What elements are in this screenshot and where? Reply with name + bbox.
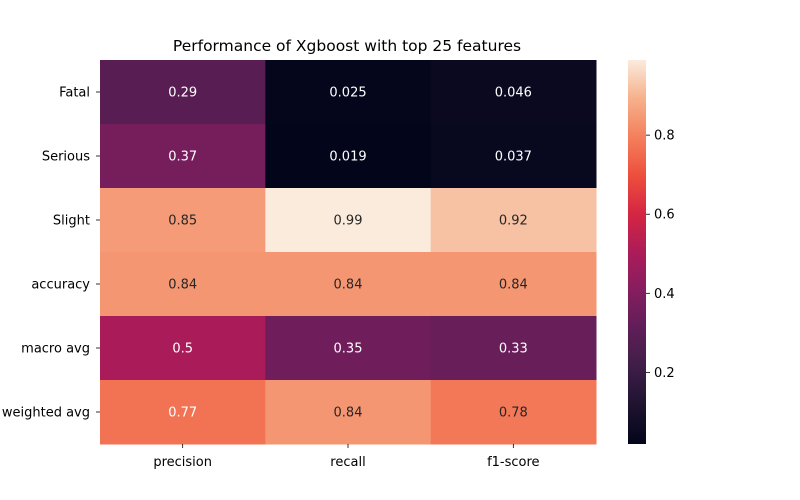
heatmap-cell: [265, 124, 432, 189]
heatmap-cell: [430, 380, 597, 445]
heatmap-cell: [100, 316, 266, 381]
heatmap-cell: [430, 252, 597, 317]
heatmap-cell: [430, 316, 597, 381]
chart-title: Performance of Xgboost with top 25 featu…: [173, 37, 521, 55]
column-label: f1-score: [487, 455, 539, 470]
cell-value-label: 0.84: [334, 278, 363, 293]
heatmap-cell: [430, 188, 597, 253]
cell-value-label: 0.29: [168, 86, 197, 101]
heatmap-cell: [265, 188, 432, 253]
cell-value-label: 0.019: [329, 150, 366, 165]
colorbar-tick-label: 0.2: [654, 366, 675, 381]
cell-value-label: 0.84: [168, 278, 197, 293]
row-label: weighted avg: [2, 406, 90, 421]
cell-value-label: 0.025: [329, 86, 366, 101]
heatmap-cell: [265, 252, 432, 317]
cell-value-label: 0.92: [499, 214, 528, 229]
row-label: Serious: [42, 150, 90, 165]
colorbar: [628, 60, 646, 444]
cell-value-label: 0.78: [499, 406, 528, 421]
colorbar-tick-label: 0.4: [654, 287, 675, 302]
heatmap-cell: [100, 380, 266, 445]
row-label: Fatal: [59, 86, 90, 101]
column-tick-labels: precision recall f1-score: [153, 444, 540, 470]
cell-value-label: 0.85: [168, 214, 197, 229]
column-label: precision: [153, 455, 212, 470]
cell-value-label: 0.77: [168, 406, 197, 421]
cell-value-label: 0.99: [334, 214, 363, 229]
colorbar-tick-label: 0.6: [654, 208, 675, 223]
column-label: recall: [330, 455, 365, 470]
heatmap-cell: [430, 60, 597, 125]
row-label: macro avg: [21, 342, 90, 357]
cell-value-label: 0.046: [495, 86, 532, 101]
heatmap-cell: [265, 316, 432, 381]
heatmap-cell: [100, 124, 266, 189]
heatmap-cell: [265, 380, 432, 445]
cell-value-label: 0.84: [334, 406, 363, 421]
colorbar-ticks: 0.2 0.4 0.6 0.8: [646, 129, 675, 381]
row-label: Slight: [53, 214, 90, 229]
heatmap-cells: 0.29 0.025 0.046 0.37 0.019 0.037 0.85 0.99 0.92…: [100, 60, 597, 445]
colorbar-tick-label: 0.8: [654, 129, 675, 144]
cell-value-label: 0.35: [334, 342, 363, 357]
heatmap-cell: [100, 188, 266, 253]
cell-value-label: 0.84: [499, 278, 528, 293]
cell-value-label: 0.037: [495, 150, 532, 165]
heatmap-cell: [100, 252, 266, 317]
heatmap-cell: [100, 60, 266, 125]
row-label: accuracy: [31, 278, 90, 293]
heatmap-cell: [265, 60, 432, 125]
cell-value-label: 0.5: [172, 342, 193, 357]
heatmap-cell: [430, 124, 597, 189]
row-tick-labels: Fatal Serious Slight accuracy macro avg weigh…: [2, 86, 100, 421]
cell-value-label: 0.37: [168, 150, 197, 165]
cell-value-label: 0.33: [499, 342, 528, 357]
